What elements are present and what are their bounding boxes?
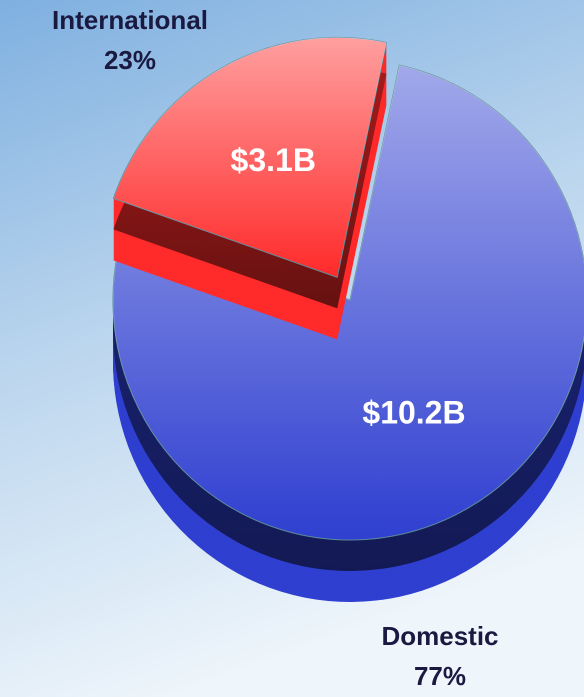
percent-label: 23% (104, 45, 156, 75)
category-label: Domestic (381, 621, 498, 651)
percent-label: 77% (414, 661, 466, 691)
slice-shine (113, 65, 584, 540)
pie (112, 36, 584, 602)
amount-label: $3.1B (231, 142, 316, 178)
category-label: International (52, 5, 208, 35)
amount-label: $10.2B (362, 394, 465, 430)
slice-shine (113, 37, 387, 278)
labels: $10.2B $3.1B International 23% Domestic 77% (52, 5, 499, 691)
